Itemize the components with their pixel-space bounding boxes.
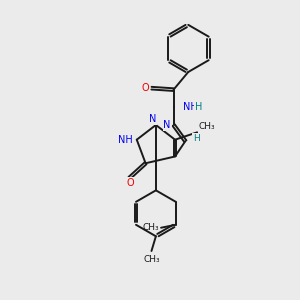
Text: CH₃: CH₃ xyxy=(199,122,215,131)
Text: NH: NH xyxy=(183,102,198,112)
Text: N: N xyxy=(149,114,156,124)
Text: CH₃: CH₃ xyxy=(142,223,159,232)
Text: CH₃: CH₃ xyxy=(143,254,160,263)
Text: N: N xyxy=(164,120,171,130)
Text: O: O xyxy=(126,178,134,188)
Text: O: O xyxy=(141,83,149,93)
Text: H: H xyxy=(193,134,200,143)
Text: H: H xyxy=(195,102,202,112)
Text: NH: NH xyxy=(118,135,133,145)
